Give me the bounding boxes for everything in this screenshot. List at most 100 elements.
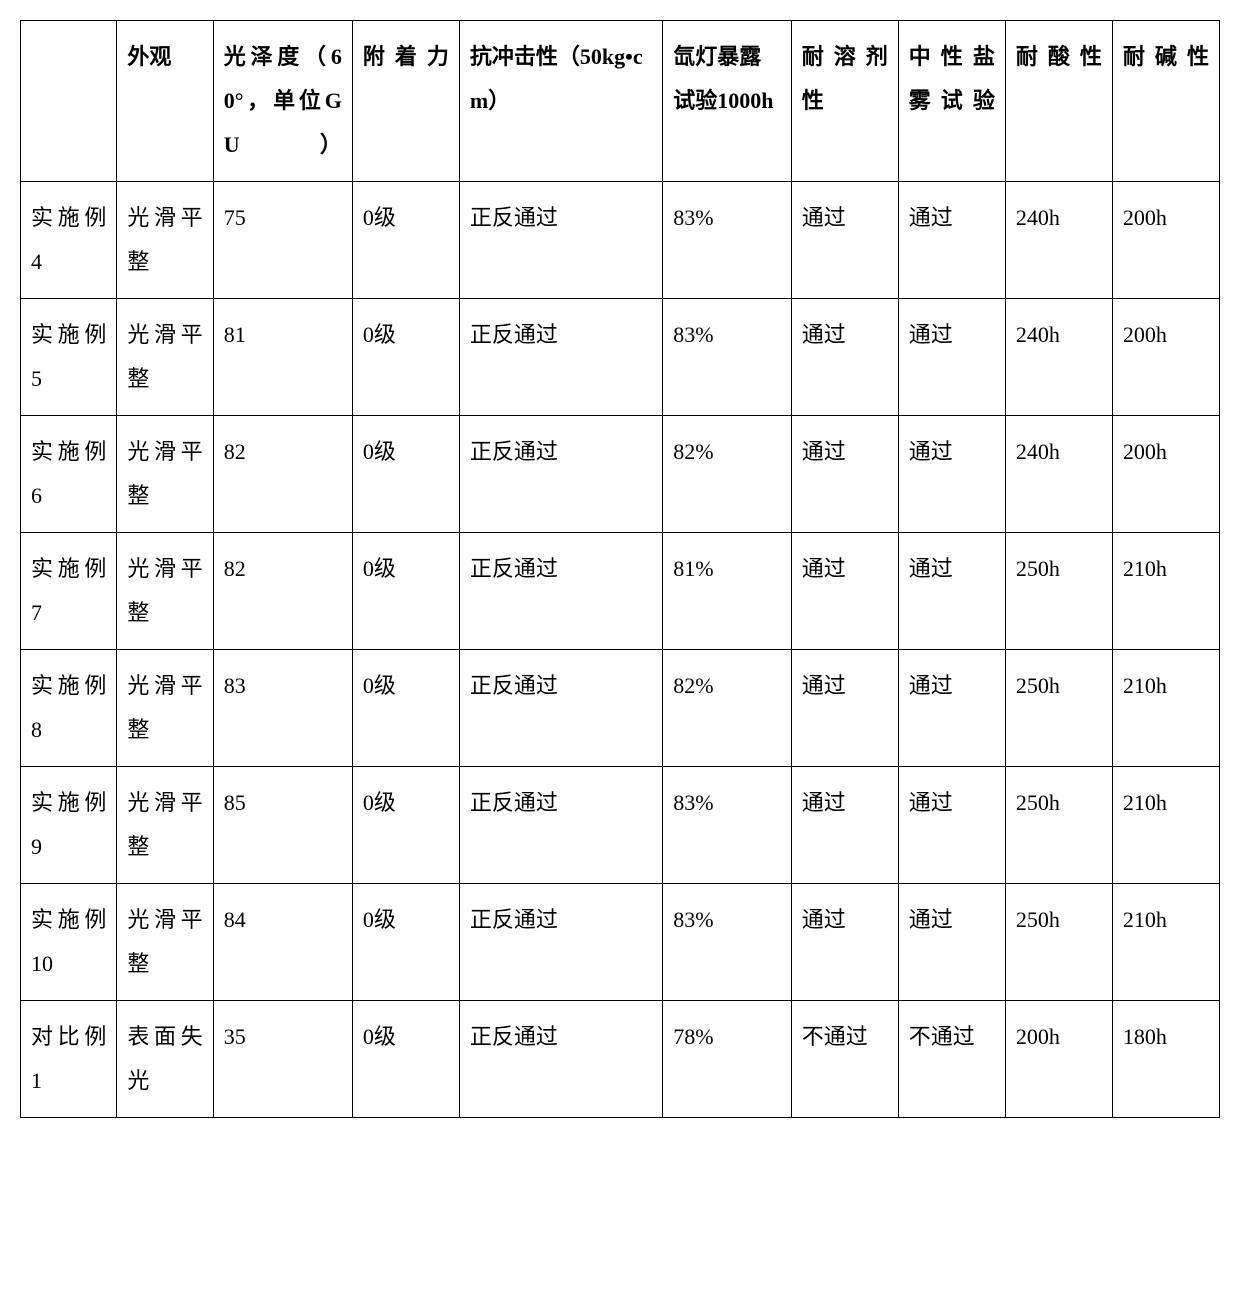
table-cell: 通过 <box>898 884 1005 1001</box>
table-row: 实施例5光滑平整810级正反通过83%通过通过240h200h <box>21 299 1220 416</box>
table-cell: 正反通过 <box>459 416 662 533</box>
table-cell: 通过 <box>898 182 1005 299</box>
header-cell: 耐碱性 <box>1112 21 1219 182</box>
table-cell: 210h <box>1112 650 1219 767</box>
table-row: 实施例6光滑平整820级正反通过82%通过通过240h200h <box>21 416 1220 533</box>
table-cell: 0级 <box>352 884 459 1001</box>
table-cell: 实施例5 <box>21 299 117 416</box>
table-cell: 250h <box>1005 650 1112 767</box>
table-cell: 200h <box>1112 416 1219 533</box>
table-cell: 200h <box>1112 299 1219 416</box>
table-row: 实施例8光滑平整830级正反通过82%通过通过250h210h <box>21 650 1220 767</box>
table-cell: 光滑平整 <box>117 533 213 650</box>
table-cell: 通过 <box>791 533 898 650</box>
table-cell: 通过 <box>791 767 898 884</box>
table-cell: 180h <box>1112 1001 1219 1118</box>
table-cell: 200h <box>1005 1001 1112 1118</box>
table-cell: 实施例4 <box>21 182 117 299</box>
table-cell: 通过 <box>791 650 898 767</box>
header-cell: 抗冲击性（50kg•cm） <box>459 21 662 182</box>
table-cell: 210h <box>1112 767 1219 884</box>
table-cell: 250h <box>1005 767 1112 884</box>
table-cell: 81 <box>213 299 352 416</box>
data-table: 外观 光泽度（60°，单位GU） 附着力 抗冲击性（50kg•cm） 氙灯暴露试… <box>20 20 1220 1118</box>
table-cell: 83% <box>663 767 791 884</box>
table-cell: 85 <box>213 767 352 884</box>
header-cell: 光泽度（60°，单位GU） <box>213 21 352 182</box>
table-cell: 82 <box>213 416 352 533</box>
table-cell: 83% <box>663 182 791 299</box>
table-cell: 82% <box>663 416 791 533</box>
table-cell: 实施例9 <box>21 767 117 884</box>
table-cell: 75 <box>213 182 352 299</box>
table-cell: 81% <box>663 533 791 650</box>
table-cell: 光滑平整 <box>117 416 213 533</box>
table-cell: 光滑平整 <box>117 767 213 884</box>
table-cell: 78% <box>663 1001 791 1118</box>
table-cell: 210h <box>1112 884 1219 1001</box>
table-cell: 不通过 <box>898 1001 1005 1118</box>
table-cell: 正反通过 <box>459 1001 662 1118</box>
table-cell: 正反通过 <box>459 182 662 299</box>
table-cell: 250h <box>1005 533 1112 650</box>
table-cell: 正反通过 <box>459 533 662 650</box>
table-head: 外观 光泽度（60°，单位GU） 附着力 抗冲击性（50kg•cm） 氙灯暴露试… <box>21 21 1220 182</box>
table-cell: 240h <box>1005 299 1112 416</box>
header-cell: 耐酸性 <box>1005 21 1112 182</box>
table-cell: 正反通过 <box>459 299 662 416</box>
table-body: 实施例4光滑平整750级正反通过83%通过通过240h200h实施例5光滑平整8… <box>21 182 1220 1118</box>
table-cell: 不通过 <box>791 1001 898 1118</box>
table-cell: 0级 <box>352 1001 459 1118</box>
table-cell: 实施例7 <box>21 533 117 650</box>
table-cell: 光滑平整 <box>117 884 213 1001</box>
table-cell: 正反通过 <box>459 884 662 1001</box>
table-cell: 实施例10 <box>21 884 117 1001</box>
table-cell: 通过 <box>791 182 898 299</box>
table-cell: 正反通过 <box>459 650 662 767</box>
table-cell: 83% <box>663 884 791 1001</box>
table-cell: 0级 <box>352 767 459 884</box>
table-cell: 对比例1 <box>21 1001 117 1118</box>
table-row: 实施例9光滑平整850级正反通过83%通过通过250h210h <box>21 767 1220 884</box>
table-cell: 正反通过 <box>459 767 662 884</box>
table-cell: 光滑平整 <box>117 182 213 299</box>
table-cell: 210h <box>1112 533 1219 650</box>
table-cell: 光滑平整 <box>117 650 213 767</box>
table-cell: 240h <box>1005 182 1112 299</box>
table-cell: 240h <box>1005 416 1112 533</box>
table-cell: 0级 <box>352 299 459 416</box>
header-cell <box>21 21 117 182</box>
table-cell: 0级 <box>352 182 459 299</box>
table-cell: 实施例6 <box>21 416 117 533</box>
table-cell: 通过 <box>898 767 1005 884</box>
table-cell: 250h <box>1005 884 1112 1001</box>
table-row: 实施例4光滑平整750级正反通过83%通过通过240h200h <box>21 182 1220 299</box>
table-cell: 通过 <box>791 884 898 1001</box>
table-cell: 通过 <box>898 299 1005 416</box>
table-row: 实施例7光滑平整820级正反通过81%通过通过250h210h <box>21 533 1220 650</box>
table-cell: 82 <box>213 533 352 650</box>
table-cell: 通过 <box>898 416 1005 533</box>
header-cell: 耐溶剂性 <box>791 21 898 182</box>
table-cell: 通过 <box>898 650 1005 767</box>
table-cell: 通过 <box>791 299 898 416</box>
table-cell: 0级 <box>352 650 459 767</box>
header-cell: 中性盐雾试验 <box>898 21 1005 182</box>
table-cell: 84 <box>213 884 352 1001</box>
table-cell: 光滑平整 <box>117 299 213 416</box>
header-cell: 外观 <box>117 21 213 182</box>
table-row: 实施例10光滑平整840级正反通过83%通过通过250h210h <box>21 884 1220 1001</box>
table-cell: 0级 <box>352 416 459 533</box>
header-cell: 附着力 <box>352 21 459 182</box>
table-cell: 82% <box>663 650 791 767</box>
table-cell: 实施例8 <box>21 650 117 767</box>
table-cell: 83 <box>213 650 352 767</box>
table-cell: 通过 <box>898 533 1005 650</box>
header-row: 外观 光泽度（60°，单位GU） 附着力 抗冲击性（50kg•cm） 氙灯暴露试… <box>21 21 1220 182</box>
table-cell: 通过 <box>791 416 898 533</box>
table-cell: 表面失光 <box>117 1001 213 1118</box>
table-cell: 83% <box>663 299 791 416</box>
table-cell: 0级 <box>352 533 459 650</box>
table-cell: 200h <box>1112 182 1219 299</box>
table-cell: 35 <box>213 1001 352 1118</box>
